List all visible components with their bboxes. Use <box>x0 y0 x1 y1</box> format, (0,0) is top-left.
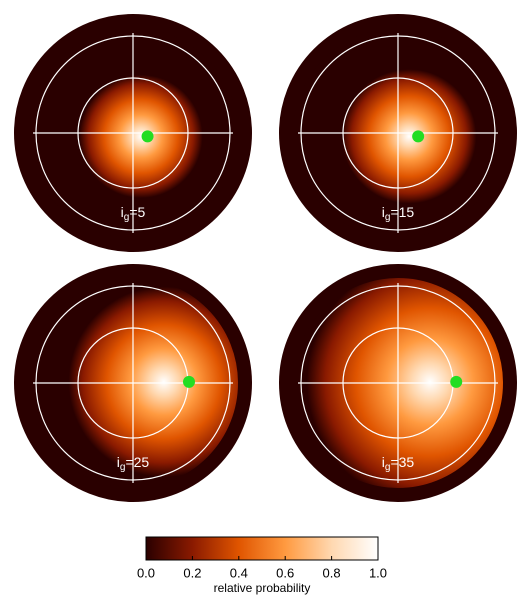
panel: ig=25 <box>14 264 252 502</box>
label-symbol: i <box>382 454 385 470</box>
label-subscript: g <box>385 212 391 223</box>
marker <box>183 375 195 388</box>
panel-label: ig=25 <box>117 454 150 473</box>
disk-edge <box>279 264 517 502</box>
marker <box>450 375 463 388</box>
disk-edge <box>14 14 252 252</box>
tick-label: 0.2 <box>183 565 201 580</box>
label-rest: =25 <box>125 454 149 470</box>
label-rest: =35 <box>390 454 414 470</box>
tick-label: 0.0 <box>137 565 155 580</box>
colorbar <box>145 536 379 561</box>
label-subscript: g <box>385 462 391 473</box>
label-symbol: i <box>121 204 124 220</box>
label-rest: =5 <box>129 204 145 220</box>
tick-label: 1.0 <box>369 565 387 580</box>
label-symbol: i <box>382 204 385 220</box>
marker <box>412 130 425 143</box>
disk-edge <box>14 264 252 502</box>
tick-label: 0.8 <box>323 565 341 580</box>
marker <box>141 130 154 143</box>
panel-label: ig=35 <box>382 454 415 473</box>
disk-edge <box>279 14 517 252</box>
panel-label: ig=5 <box>121 204 146 223</box>
label-subscript: g <box>120 462 126 473</box>
panel-label: ig=15 <box>382 204 415 223</box>
tick-label: 0.6 <box>276 565 294 580</box>
panel: ig=15 <box>279 14 517 252</box>
panel: ig=35 <box>279 264 517 502</box>
label-symbol: i <box>117 454 120 470</box>
colorbar-label: relative probability <box>214 581 311 595</box>
tick-label: 0.4 <box>230 565 248 580</box>
label-rest: =15 <box>390 204 414 220</box>
panel: ig=5 <box>14 14 252 252</box>
label-subscript: g <box>124 212 130 223</box>
